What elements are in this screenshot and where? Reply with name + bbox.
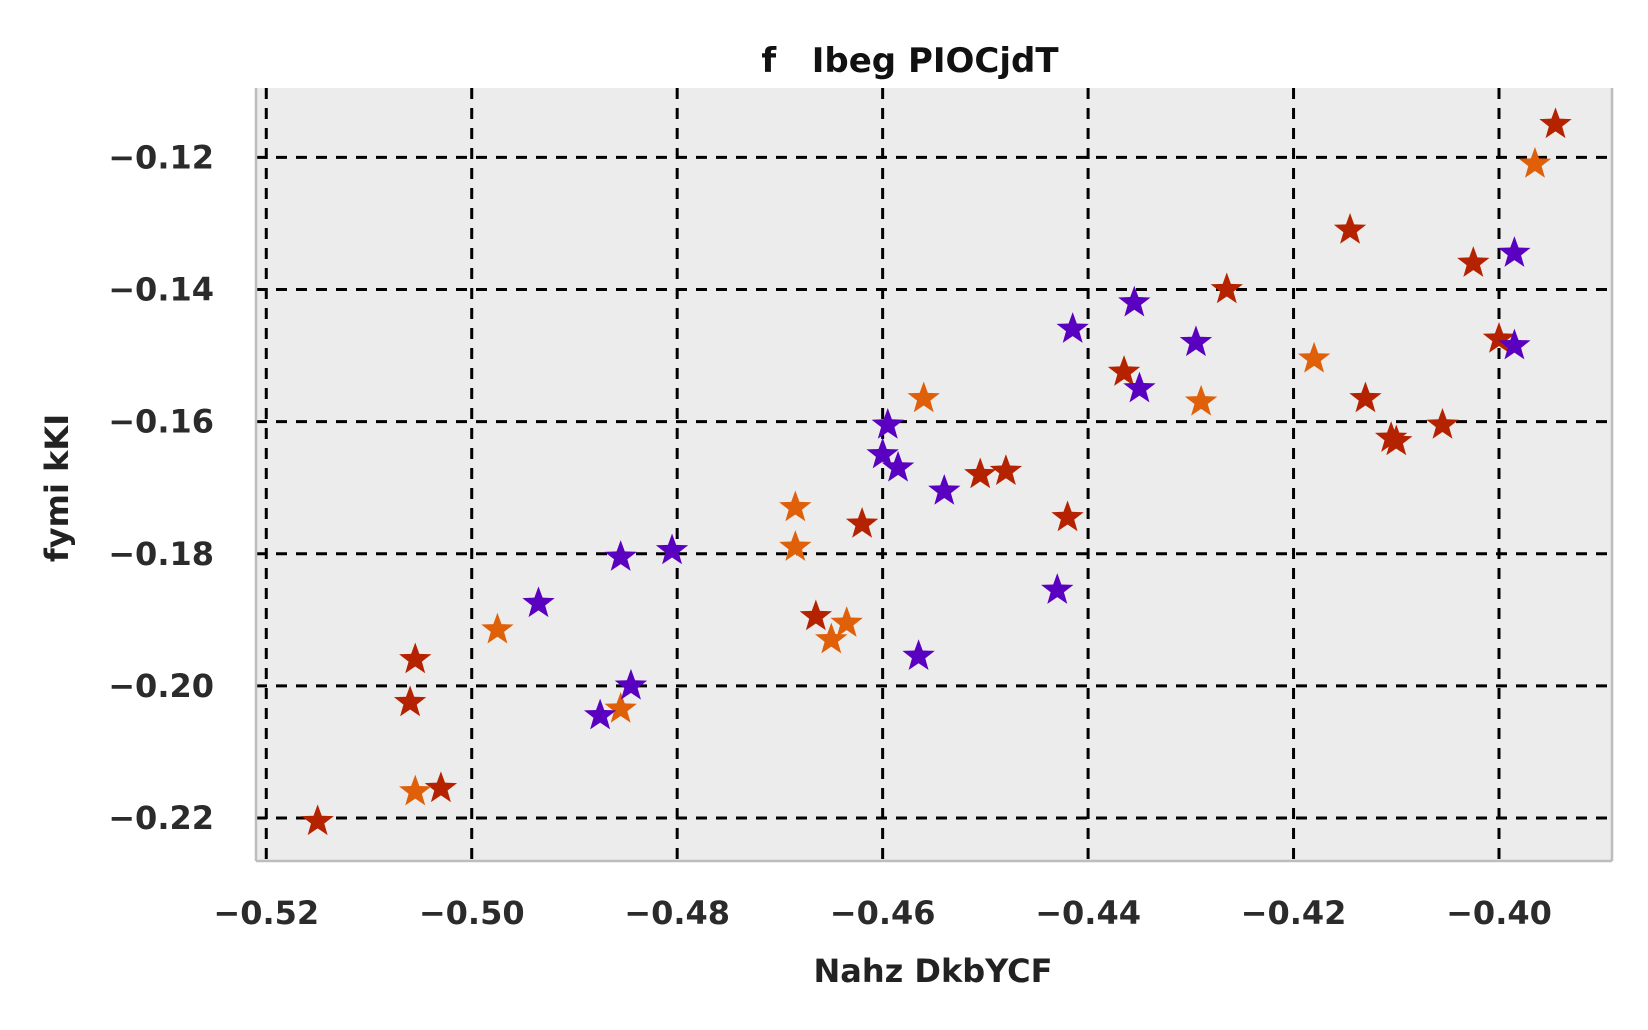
x-tick-label: −0.42 [1241,894,1347,932]
star-point [614,668,648,700]
star-point [424,771,458,803]
data-points [301,107,1572,836]
star-point [845,507,879,538]
star-point [1107,355,1141,386]
star-point [522,586,555,618]
x-tick-label: −0.48 [624,894,730,932]
star-point [1518,146,1552,178]
star-point [1349,381,1382,413]
star-point [830,606,863,637]
star-point [871,407,904,439]
star-point [964,457,997,489]
star-point [1184,384,1218,416]
star-point [1041,573,1074,604]
star-point [1498,236,1531,267]
star-point [1123,371,1156,403]
star-point [399,774,432,806]
star-point [1051,500,1084,532]
y-axis-label: fymi kKI [38,414,76,562]
star-point [1297,341,1331,373]
star-point [1539,107,1572,139]
star-point [1426,407,1459,439]
plot-area [256,88,1612,861]
star-point [604,540,637,571]
star-point [1457,246,1490,277]
star-point [1056,312,1089,343]
x-tick-label: −0.50 [419,894,525,932]
star-point [779,490,812,522]
chart-title: f Ibeg PIOCjdT [761,41,1059,81]
x-tick-label: −0.40 [1446,894,1552,932]
y-tick-label: −0.14 [108,271,214,309]
star-point [393,685,427,717]
star-point [815,622,848,654]
star-point [1498,328,1531,360]
star-point [1380,424,1413,456]
star-point [1482,322,1516,353]
y-tick-label: −0.16 [108,403,214,441]
star-point [301,804,334,836]
axes-frame [254,88,1614,863]
star-point [1118,285,1151,317]
y-tick-label: −0.18 [108,535,214,573]
star-point [583,698,617,730]
star-point [481,612,514,644]
star-point [907,381,940,413]
star-point [1210,272,1243,304]
star-point [799,599,833,631]
star-point [604,692,637,723]
star-point [902,639,935,670]
x-tick-label: −0.52 [213,894,319,932]
star-point [866,437,899,469]
grid [256,88,1612,861]
star-point [881,450,915,482]
star-point [655,533,689,565]
x-tick-label: −0.46 [830,894,936,932]
star-point [779,530,812,561]
star-point [399,642,432,674]
x-axis-label: Nahz DkbYCF [813,952,1052,990]
y-tick-label: −0.20 [108,667,214,705]
y-tick-label: −0.22 [108,799,214,837]
tick-labels: −0.52 −0.50 −0.48 −0.46 −0.44 −0.42 −0.40 −0.22… [108,138,1552,932]
y-tick-label: −0.12 [108,138,214,176]
star-point [989,454,1023,485]
x-tick-label: −0.44 [1035,894,1141,932]
star-point [928,474,961,505]
star-point [1179,325,1213,357]
star-point [1333,213,1367,244]
